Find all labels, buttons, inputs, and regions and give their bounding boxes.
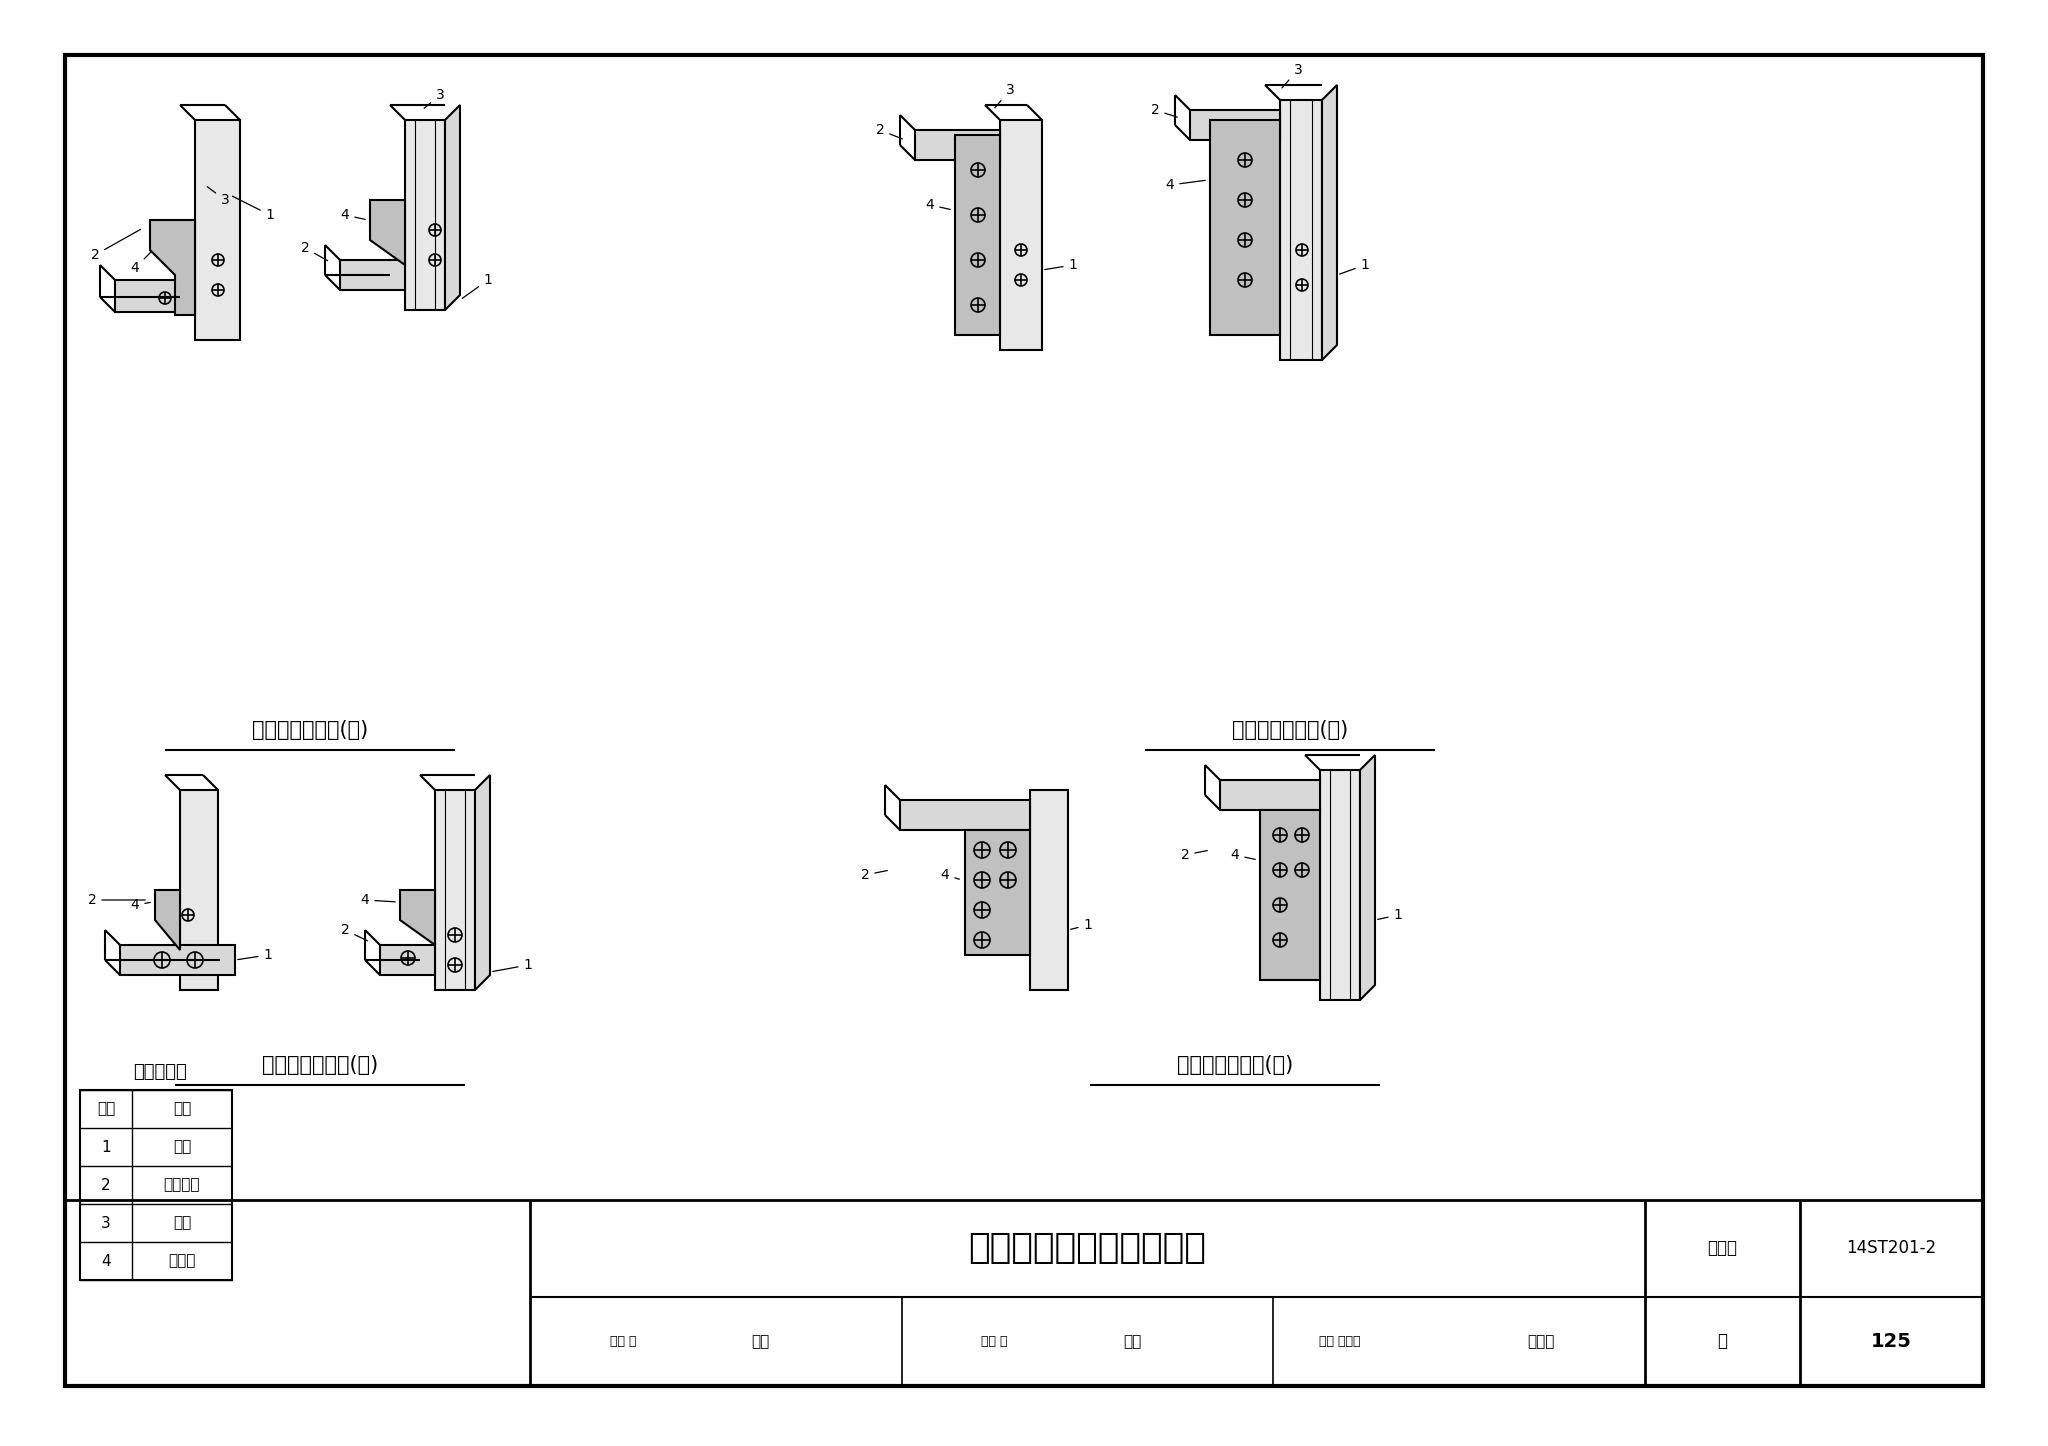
Bar: [66, 1200, 1982, 1387]
Text: 页: 页: [1718, 1332, 1729, 1351]
Text: 4: 4: [131, 252, 152, 275]
Text: 4: 4: [926, 198, 950, 213]
Text: 四孔直角连接件(二): 四孔直角连接件(二): [1178, 1056, 1292, 1074]
Bar: [1030, 790, 1067, 991]
Bar: [999, 120, 1042, 350]
Text: 1: 1: [494, 959, 532, 972]
Text: 设计 吴文琪: 设计 吴文琪: [1319, 1335, 1362, 1348]
Text: 孙辰: 孙辰: [752, 1333, 770, 1349]
Text: 名称: 名称: [172, 1102, 190, 1116]
Text: 审核 赵: 审核 赵: [610, 1335, 637, 1348]
Text: 名称对照表: 名称对照表: [133, 1063, 186, 1082]
Text: 4: 4: [100, 1254, 111, 1268]
Text: 编号: 编号: [96, 1102, 115, 1116]
Bar: [195, 120, 240, 340]
Polygon shape: [475, 775, 489, 991]
Text: 2: 2: [340, 923, 367, 941]
Bar: [406, 120, 444, 309]
Text: 3: 3: [1282, 64, 1303, 88]
Text: 2: 2: [301, 241, 328, 260]
Polygon shape: [156, 889, 180, 950]
Text: 1: 1: [1071, 918, 1092, 933]
Text: 1: 1: [233, 197, 274, 223]
Text: 2: 2: [1180, 847, 1206, 862]
Text: 3: 3: [207, 187, 229, 207]
Bar: [80, 1090, 231, 1280]
Text: 2: 2: [1151, 103, 1178, 117]
Polygon shape: [371, 200, 406, 265]
Text: 刘盖: 刘盖: [1122, 1333, 1141, 1349]
Text: 校对 刘: 校对 刘: [981, 1335, 1008, 1348]
Text: 综合管线用加强型连接件: 综合管线用加强型连接件: [969, 1232, 1206, 1265]
Text: 1: 1: [1044, 257, 1077, 272]
Text: 1: 1: [463, 273, 492, 298]
Text: 2: 2: [877, 123, 903, 139]
Bar: [1280, 100, 1323, 360]
Text: 125: 125: [1872, 1332, 1913, 1351]
Text: 图集号: 图集号: [1708, 1239, 1737, 1258]
Text: 4: 4: [131, 898, 150, 912]
Bar: [115, 281, 195, 312]
Text: 螺母: 螺母: [172, 1216, 190, 1231]
Text: 3: 3: [995, 82, 1014, 108]
Text: 1: 1: [1378, 908, 1403, 923]
Text: 吴文琪: 吴文琪: [1528, 1333, 1554, 1349]
Bar: [899, 800, 1030, 830]
Text: 14ST201-2: 14ST201-2: [1847, 1239, 1937, 1258]
Bar: [1190, 110, 1280, 140]
Bar: [915, 130, 999, 161]
Bar: [340, 260, 406, 291]
Text: 连接件: 连接件: [168, 1254, 197, 1268]
Text: 2: 2: [90, 230, 141, 262]
Text: 两孔直角连接件(一): 两孔直角连接件(一): [252, 720, 369, 740]
Text: 1: 1: [100, 1139, 111, 1154]
Bar: [180, 790, 217, 991]
Polygon shape: [954, 134, 999, 335]
Polygon shape: [399, 889, 434, 946]
Text: 2: 2: [100, 1177, 111, 1193]
Polygon shape: [444, 106, 461, 309]
Polygon shape: [1360, 755, 1374, 1001]
Text: 四孔直角连接件(一): 四孔直角连接件(一): [1233, 720, 1348, 740]
Text: 2: 2: [860, 868, 887, 882]
Bar: [1321, 771, 1360, 1001]
Bar: [434, 790, 475, 991]
Bar: [381, 946, 434, 975]
Text: 4: 4: [340, 208, 365, 223]
Polygon shape: [1323, 85, 1337, 360]
Polygon shape: [150, 220, 195, 315]
Polygon shape: [1210, 120, 1280, 335]
Text: 2: 2: [88, 894, 145, 907]
Text: 4: 4: [1231, 847, 1255, 862]
Text: 1: 1: [1339, 257, 1370, 275]
Text: 4: 4: [360, 894, 395, 907]
Polygon shape: [1260, 810, 1321, 980]
Text: 4: 4: [940, 868, 958, 882]
Text: 3: 3: [424, 88, 444, 108]
Text: 两孔直角连接件(二): 两孔直角连接件(二): [262, 1056, 379, 1074]
Polygon shape: [965, 830, 1030, 954]
Bar: [1221, 779, 1321, 810]
Text: 3: 3: [100, 1216, 111, 1231]
Text: 4: 4: [1165, 178, 1204, 192]
Text: 1: 1: [238, 949, 272, 962]
Bar: [121, 946, 236, 975]
Text: 槽钢: 槽钢: [172, 1139, 190, 1154]
Text: 六角螺栓: 六角螺栓: [164, 1177, 201, 1193]
